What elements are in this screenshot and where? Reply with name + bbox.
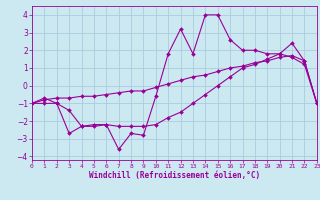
- X-axis label: Windchill (Refroidissement éolien,°C): Windchill (Refroidissement éolien,°C): [89, 171, 260, 180]
